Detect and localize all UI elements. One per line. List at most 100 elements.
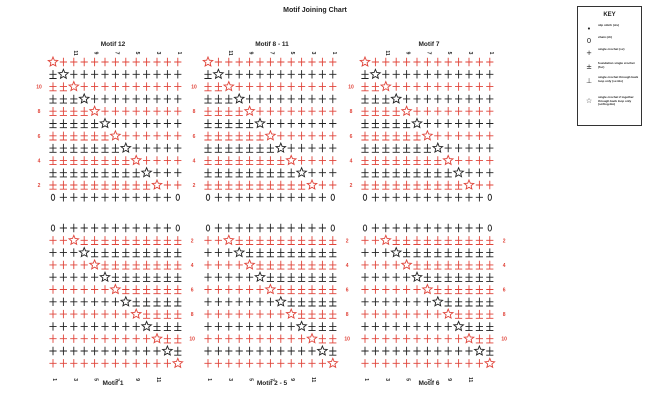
sc-back-loop-icon — [80, 180, 88, 190]
sc-back-loop-icon — [455, 248, 463, 258]
single-crochet-icon — [246, 273, 254, 282]
single-crochet-icon — [111, 119, 119, 128]
single-crochet-icon — [444, 346, 452, 356]
single-crochet-icon — [235, 285, 243, 294]
single-crochet-icon — [80, 273, 88, 282]
sc-back-loop-icon — [153, 297, 161, 307]
single-crochet-icon — [153, 156, 161, 165]
single-crochet-icon — [246, 82, 254, 91]
key-label: single crochet 2 together through back l… — [598, 95, 634, 107]
single-crochet-icon — [214, 193, 222, 202]
single-crochet-icon — [361, 297, 369, 306]
sc-back-loop-icon — [101, 260, 109, 270]
single-crochet-icon — [266, 334, 274, 343]
single-crochet-icon — [204, 260, 212, 270]
single-crochet-icon — [455, 119, 463, 128]
sc-back-loop-icon — [246, 143, 254, 153]
sc2tog-icon — [421, 283, 434, 295]
sc-back-loop-icon — [163, 297, 171, 307]
sc-back-loop-icon — [455, 297, 463, 307]
sc-back-loop-icon — [204, 82, 212, 92]
single-crochet-icon — [101, 107, 109, 116]
sc2tog-icon — [130, 307, 143, 320]
row-number: 10 — [348, 85, 354, 91]
sc-back-loop-icon — [361, 82, 369, 92]
sc-back-loop-icon — [80, 236, 88, 245]
motif-m7: 2 4 6 8 10 1 3 5 7 9 11 Motif 7 — [348, 41, 494, 202]
single-crochet-icon — [277, 334, 285, 343]
single-crochet-icon — [70, 346, 78, 356]
sc2tog-icon — [254, 271, 266, 283]
single-crochet-icon — [214, 273, 222, 282]
single-crochet-icon — [70, 359, 78, 368]
sc-back-loop-icon — [214, 168, 222, 178]
single-crochet-icon — [308, 168, 316, 177]
slip-stitch-icon: • — [586, 25, 592, 33]
single-crochet-icon — [329, 82, 337, 91]
key-item-chain: 0 chain (ch) — [582, 35, 640, 47]
single-crochet-icon — [111, 107, 119, 116]
sc-back-loop-icon — [287, 236, 295, 245]
sc-back-loop-icon — [132, 297, 140, 307]
single-crochet-icon — [318, 94, 326, 104]
sc-back-loop-icon — [329, 248, 337, 258]
sc-back-loop-icon — [455, 236, 463, 245]
sc-back-loop-icon — [434, 260, 442, 270]
single-crochet-icon — [59, 322, 67, 331]
single-crochet-icon — [277, 346, 285, 356]
sc2tog-icon — [78, 246, 91, 258]
key-label: chain (ch) — [598, 35, 613, 39]
chain-icon — [175, 224, 180, 232]
row-number: 4 — [193, 158, 196, 164]
sc-back-loop-icon — [277, 180, 285, 190]
single-crochet-icon — [163, 359, 171, 368]
single-crochet-icon: + — [586, 49, 592, 57]
single-crochet-icon — [111, 57, 119, 67]
single-crochet-icon — [214, 322, 222, 331]
single-crochet-icon — [465, 193, 473, 202]
single-crochet-icon — [101, 193, 109, 202]
single-crochet-icon — [318, 107, 326, 116]
sc2tog-icon — [233, 246, 246, 258]
sc-back-loop-icon — [59, 156, 67, 166]
column-number: 5 — [405, 378, 411, 381]
single-crochet-icon — [298, 346, 306, 356]
single-crochet-icon — [122, 57, 130, 67]
single-crochet-icon — [277, 119, 285, 128]
single-crochet-icon — [266, 57, 274, 67]
single-crochet-icon — [225, 260, 233, 270]
sc-back-loop-icon — [204, 119, 212, 129]
single-crochet-icon — [163, 168, 171, 177]
single-crochet-icon — [143, 82, 151, 91]
key-item-single-crochet: + single crochet (sc) — [582, 47, 640, 59]
sc-back-loop-icon — [486, 248, 494, 258]
single-crochet-icon — [225, 322, 233, 331]
sc-back-loop-icon — [277, 248, 285, 258]
single-crochet-icon — [298, 94, 306, 104]
sc-back-loop-icon — [455, 309, 463, 319]
single-crochet-icon — [80, 285, 88, 294]
single-crochet-icon — [277, 193, 285, 202]
single-crochet-icon — [174, 156, 182, 165]
sc-back-loop-icon — [49, 131, 57, 141]
sc-back-loop-icon — [287, 297, 295, 307]
sc-back-loop-icon — [174, 260, 182, 270]
single-crochet-icon — [382, 346, 390, 356]
sc-back-loop-icon — [434, 180, 442, 190]
single-crochet-icon — [225, 346, 233, 356]
sc-back-loop-icon — [174, 236, 182, 245]
single-crochet-icon — [91, 334, 99, 343]
single-crochet-icon — [455, 82, 463, 91]
sc-back-loop-icon — [235, 168, 243, 178]
single-crochet-icon — [298, 143, 306, 153]
single-crochet-icon — [163, 143, 171, 153]
sc-back-loop-icon — [465, 236, 473, 245]
sc-back-loop-icon — [486, 260, 494, 270]
sc-back-loop-icon — [287, 260, 295, 270]
single-crochet-icon — [59, 359, 67, 368]
single-crochet-icon — [318, 359, 326, 368]
single-crochet-icon — [214, 57, 222, 67]
key-item-sc2tog-blo: ☆ single crochet 2 together through back… — [582, 95, 640, 107]
sc-back-loop-icon — [91, 156, 99, 166]
